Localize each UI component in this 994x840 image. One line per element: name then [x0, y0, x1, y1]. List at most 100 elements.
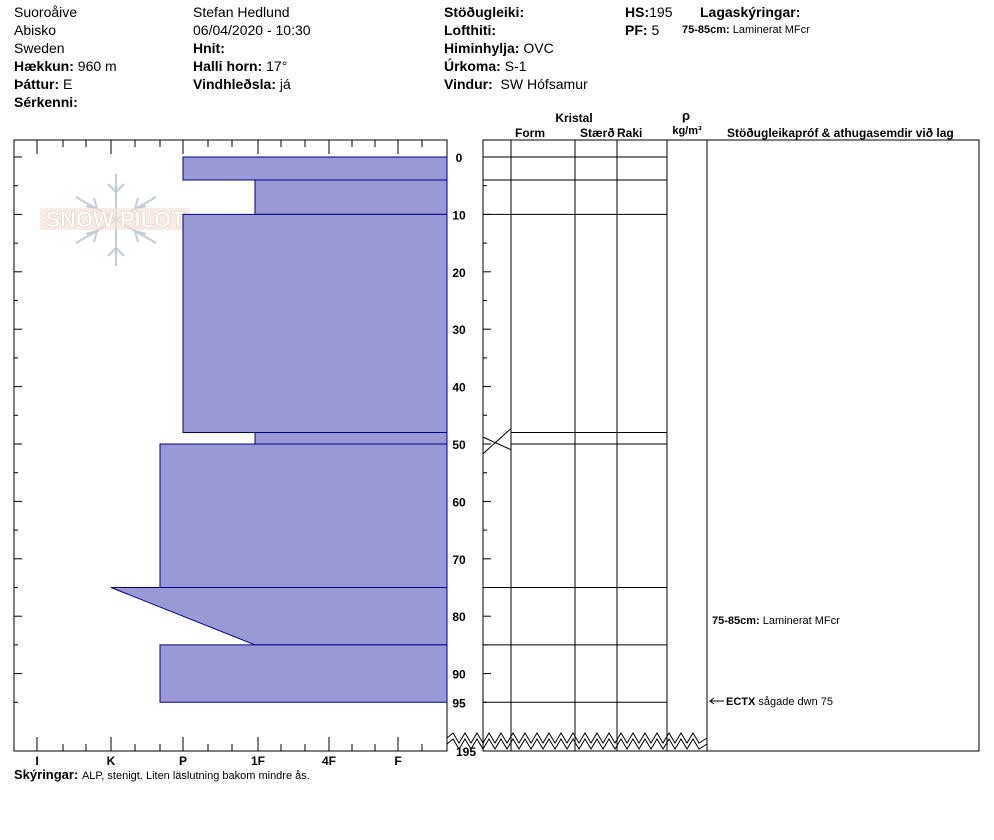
footer-label: Skýringar: [14, 767, 79, 782]
sky-row: Himinhylja: OVC [444, 40, 554, 56]
depth-tick-label: 10 [452, 208, 466, 222]
hardness-tick-label: I [35, 754, 38, 768]
elevation-row: Hækkun: 960 m [14, 58, 117, 74]
col-crystal-header: Kristal [555, 111, 592, 125]
layer-annotation-text: Laminerat MFcr [763, 615, 840, 627]
hardness-tick-label: 1F [251, 754, 265, 768]
axis-break-mark [446, 732, 708, 744]
location-name: Suoroåive [14, 4, 78, 20]
col-form-header: Form [515, 126, 545, 140]
depth-tick-label: 95 [452, 696, 466, 710]
profile-table-rows [482, 156, 667, 703]
sky-value: OVC [523, 40, 554, 56]
aspect-label: Þáttur: [14, 76, 60, 92]
depth-tick-label: 70 [452, 553, 466, 567]
hs-value: 195 [649, 4, 673, 20]
hardness-layer-bar [110, 587, 448, 646]
observer-name: Stefan Hedlund [193, 4, 290, 20]
depth-tick-label: 30 [452, 323, 466, 337]
footer-row: Skýringar: ALP, stenigt. Liten läslutnin… [14, 767, 310, 782]
stability-test-annotation: ECTX sågade dwn 75 [726, 696, 833, 708]
profile-table-grid [510, 140, 708, 751]
aspect-value: E [63, 76, 73, 92]
hs-label: HS: [625, 4, 650, 20]
pf-value: 5 [651, 22, 660, 38]
stability-test-text: sågade dwn 75 [758, 696, 833, 708]
col-moisture-header: Raki [617, 126, 642, 140]
snowflake-icon [75, 174, 157, 266]
layer-annotation: 75-85cm: Laminerat MFcr [712, 615, 840, 627]
depth-tick-label: 90 [452, 668, 466, 682]
depth-tick-label: 60 [452, 495, 466, 509]
coords-row: Hnit: [193, 40, 225, 56]
air-temp-row: Lofthiti: [444, 22, 496, 38]
depth-axis: 0 10 20 30 40 50 60 70 80 90 95 195 [14, 151, 491, 759]
elevation-label: Hækkun: [14, 58, 74, 74]
depth-tick-label: 40 [452, 381, 466, 395]
axis-break-mark-lower [446, 738, 708, 750]
layer-note-range: 75-85cm: [682, 24, 730, 36]
slope-row: Halli horn: 17° [193, 58, 287, 74]
col-size-header: Stærð [580, 126, 615, 140]
pf-row: PF: 5 [625, 22, 659, 38]
slope-value: 17° [266, 58, 288, 74]
hardness-layer-bar [254, 179, 448, 215]
air-temp-label: Lofthiti: [444, 22, 497, 38]
hardness-layer-bar [182, 156, 448, 181]
stability-label: Stöðugleiki: [444, 4, 525, 20]
depth-tick-label: 20 [452, 266, 466, 280]
wind-loading-label: Vindhleðsla: [193, 76, 276, 92]
col-rho-header: ρ [682, 108, 690, 123]
layer-note-text: Laminerat MFcr [732, 24, 810, 36]
precip-label: Úrkoma: [444, 58, 501, 74]
wind-value: SW Hófsamur [500, 76, 588, 92]
features-row: Sérkenni: [14, 94, 78, 110]
profile-table-frame [482, 139, 980, 752]
sky-label: Himinhylja: [444, 40, 520, 56]
precip-value: S-1 [504, 58, 527, 74]
features-label: Sérkenni: [14, 94, 78, 110]
stability-test-code: ECTX [726, 696, 756, 708]
slope-label: Halli horn: [193, 58, 263, 74]
wind-loading-row: Vindhleðsla: já [193, 76, 291, 92]
hardness-layer-bar [159, 644, 448, 703]
stability-row: Stöðugleiki: [444, 4, 524, 20]
hardness-layer-bar [254, 432, 448, 445]
wind-row: Vindur: SW Hófsamur [444, 76, 588, 92]
watermark-text: SNOW PILOT [45, 207, 185, 232]
area-name: Abisko [14, 22, 57, 38]
hardness-axis-ticks: I K P 1F 4F F [35, 140, 423, 768]
wind-loading-value: já [279, 76, 291, 92]
hardness-tick-label: P [179, 754, 187, 768]
layer-notes-label: Lagaskýringar: [700, 4, 801, 20]
elevation-value: 960 m [77, 58, 117, 74]
depth-bottom-label: 195 [456, 745, 476, 759]
layer-note-row: 75-85cm: Laminerat MFcr [682, 24, 810, 36]
table-connector-line [482, 428, 512, 455]
aspect-row: Þáttur: E [14, 76, 72, 92]
hardness-tick-label: K [107, 754, 116, 768]
pf-label: PF: [625, 22, 648, 38]
depth-tick-label: 50 [452, 438, 466, 452]
hardness-tick-label: F [394, 754, 401, 768]
hardness-layer-bar [182, 213, 448, 434]
precip-row: Úrkoma: S-1 [444, 58, 526, 74]
col-density-unit-header: kg/m³ [672, 125, 702, 137]
hardness-layers [110, 156, 448, 703]
country-name: Sweden [14, 40, 65, 56]
table-connector-line [482, 436, 512, 451]
hardness-tick-label: 4F [322, 754, 336, 768]
hs-row: HS:195 [625, 4, 672, 20]
coords-label: Hnit: [193, 40, 225, 56]
wind-label: Vindur: [444, 76, 493, 92]
layer-annotation-range: 75-85cm: [712, 615, 760, 627]
depth-tick-label: 80 [452, 610, 466, 624]
hardness-layer-bar [159, 443, 448, 588]
col-tests-header: Stöðugleikapróf & athugasemdir við lag [727, 126, 954, 140]
test-arrow-icon [709, 697, 724, 705]
footer-text: ALP, stenigt. Liten läslutning bakom min… [81, 770, 310, 782]
depth-tick-label: 0 [456, 151, 463, 165]
observation-datetime: 06/04/2020 - 10:30 [193, 22, 311, 38]
